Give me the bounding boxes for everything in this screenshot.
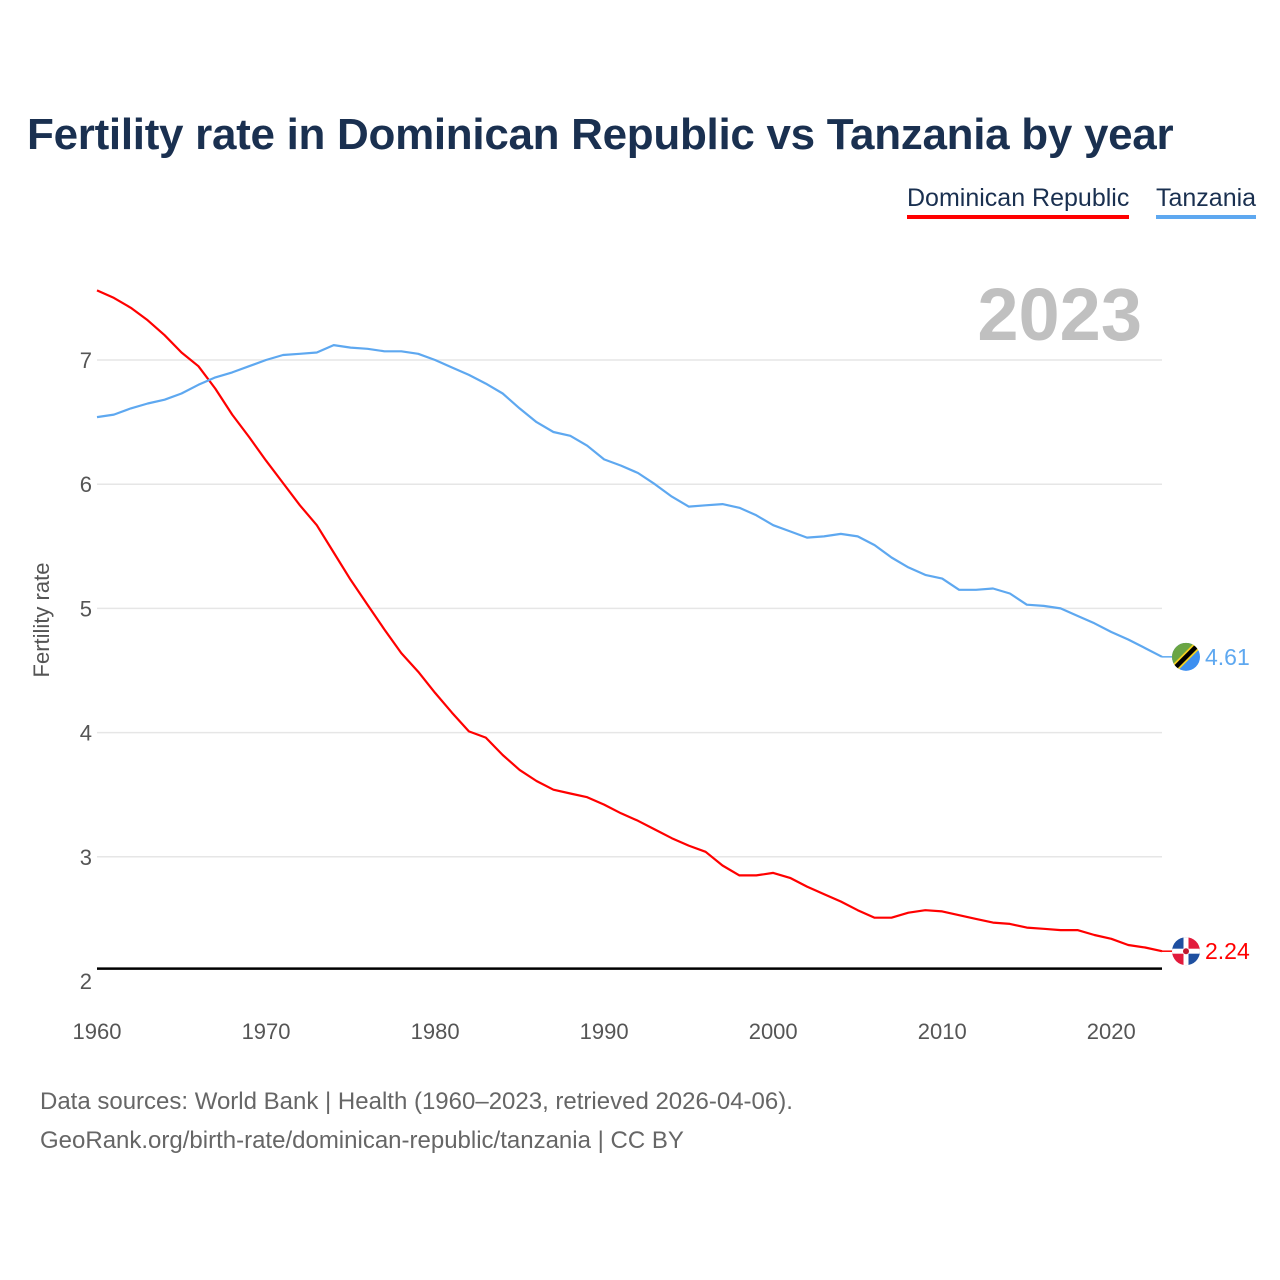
- x-tick-label: 1960: [73, 1019, 122, 1044]
- legend-dominican-republic[interactable]: Dominican Republic: [907, 184, 1130, 219]
- x-tick-label: 2000: [749, 1019, 798, 1044]
- x-tick-label: 1990: [580, 1019, 629, 1044]
- footer-link[interactable]: GeoRank.org/birth-rate/dominican-republi…: [40, 1127, 684, 1154]
- legend-tanzania[interactable]: Tanzania: [1156, 184, 1257, 219]
- footer-sources: Data sources: World Bank | Health (1960–…: [40, 1088, 793, 1115]
- y-tick-label: 3: [80, 845, 92, 870]
- end-value-label: 4.61: [1205, 644, 1250, 670]
- x-tick-label: 1970: [242, 1019, 291, 1044]
- series-line-tanzania: [96, 344, 1163, 658]
- x-tick-label: 2020: [1087, 1019, 1136, 1044]
- dominican-flag-icon: [1172, 937, 1200, 966]
- x-tick-label: 1980: [411, 1019, 460, 1044]
- end-value-label: 2.24: [1205, 938, 1250, 964]
- chart-title: Fertility rate in Dominican Republic vs …: [27, 110, 1174, 159]
- series-line-dominican-republic: [96, 289, 1163, 953]
- y-tick-label: 7: [80, 348, 92, 373]
- y-tick-label: 6: [80, 472, 92, 497]
- year-label: 2023: [977, 273, 1142, 356]
- y-tick-label: 4: [80, 721, 92, 746]
- x-tick-label: 2010: [918, 1019, 967, 1044]
- y-tick-label: 5: [80, 596, 92, 621]
- tanzania-flag-icon: [1172, 642, 1200, 671]
- y-tick-label: 2: [80, 969, 92, 994]
